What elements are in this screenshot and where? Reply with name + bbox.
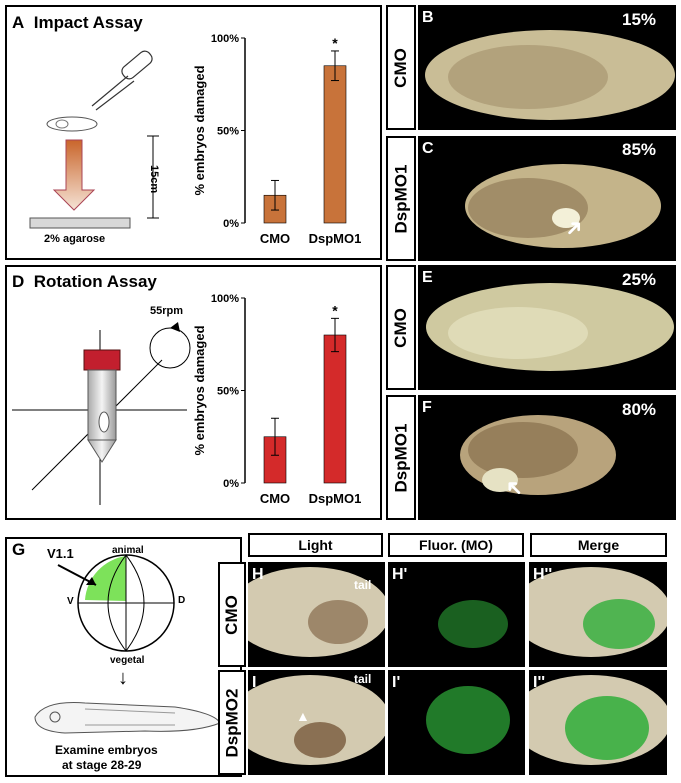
- v11-label: V1.1: [47, 546, 74, 561]
- x-tick-label: CMO: [260, 231, 290, 246]
- rotation-assay-diagram: [12, 322, 191, 505]
- panel-a-title: A Impact Assay: [12, 13, 143, 33]
- photo-i-fluor: [388, 670, 525, 775]
- v-label: V: [67, 596, 74, 607]
- tadpole-sketch: [34, 702, 221, 734]
- photo-f: [418, 395, 676, 520]
- bar: [323, 65, 347, 224]
- embryo-sketch: [46, 116, 98, 132]
- y-tick-label: 0%: [223, 478, 239, 490]
- x-tick-label: CMO: [260, 491, 290, 506]
- row-label-h: CMO: [218, 562, 246, 667]
- photo-c: [418, 136, 676, 261]
- row-label-e: CMO: [386, 265, 416, 390]
- drop-arrow: [52, 139, 96, 211]
- caption-line2: at stage 28-29: [62, 758, 142, 772]
- panel-d-box: [5, 265, 382, 520]
- y-tick-label: 50%: [217, 386, 239, 398]
- letter-i1: I': [392, 674, 401, 691]
- rotation-circle: [149, 327, 191, 369]
- x-tick-label: DspMO1: [309, 231, 362, 246]
- panel-d-title: D Rotation Assay: [12, 272, 157, 292]
- photo-i-light: [248, 670, 385, 775]
- letter-h2: H'': [533, 566, 553, 583]
- bar: [323, 334, 347, 484]
- arrowhead-icon: ▲: [296, 708, 310, 724]
- agarose-block: [29, 217, 131, 229]
- photo-h-light: [248, 562, 385, 667]
- panel-a-letter: A: [12, 13, 25, 32]
- y-tick-label: 100%: [211, 293, 239, 305]
- photo-b-letter: B: [422, 9, 434, 26]
- photo-h-merge: [529, 562, 667, 667]
- embryo-cleavage-diagram: [57, 554, 175, 652]
- header-fluor: Fluor. (MO): [388, 533, 524, 557]
- letter-h: H: [252, 566, 264, 583]
- y-axis-label: % embryos damaged: [192, 65, 207, 195]
- d-label: D: [178, 595, 186, 606]
- photo-c-pct: 85%: [622, 140, 657, 159]
- panel-a-title-text: Impact Assay: [33, 13, 143, 32]
- row-label-i: DspMO2: [218, 670, 246, 775]
- letter-i: I: [252, 674, 257, 691]
- down-arrow-icon: ↓: [118, 667, 128, 689]
- panel-d-title-text: Rotation Assay: [33, 272, 157, 291]
- header-merge: Merge: [530, 533, 667, 557]
- photo-e-letter: E: [422, 269, 433, 286]
- photo-e: [418, 265, 676, 390]
- photo-i-merge: [529, 670, 667, 775]
- tube-icon: [83, 349, 121, 463]
- agarose-label: 2% agarose: [44, 233, 106, 245]
- animal-label: animal: [112, 545, 144, 556]
- pipette-icon: [91, 50, 153, 111]
- height-label: 15cm: [148, 165, 160, 194]
- rpm-label: 55rpm: [150, 305, 184, 317]
- row-label-b: CMO: [386, 5, 416, 130]
- panel-d-letter: D: [12, 272, 25, 291]
- photo-b: [418, 5, 676, 130]
- caption-line1: Examine embryos: [55, 743, 158, 757]
- photo-f-pct: 80%: [622, 400, 657, 419]
- x-tick-label: DspMO1: [309, 491, 362, 506]
- y-tick-label: 100%: [211, 33, 239, 45]
- letter-h1: H': [392, 566, 408, 583]
- y-tick-label: 0%: [223, 218, 239, 230]
- tail-label-2: tail: [354, 672, 372, 686]
- significance-mark: *: [332, 302, 338, 318]
- photo-b-pct: 15%: [622, 10, 657, 29]
- y-tick-label: 50%: [217, 126, 239, 138]
- photo-c-letter: C: [422, 140, 434, 157]
- letter-i2: I'': [533, 674, 546, 691]
- row-label-c: DspMO1: [386, 136, 416, 261]
- photo-f-letter: F: [422, 399, 432, 416]
- photo-h-fluor: [388, 562, 525, 667]
- y-axis-label: % embryos damaged: [192, 325, 207, 455]
- photo-e-pct: 25%: [622, 270, 657, 289]
- panel-g-letter: G: [12, 540, 26, 559]
- impact-chart: % embryos damaged 0% 50% 100% CMO * DspMO1: [192, 33, 362, 246]
- significance-mark: *: [332, 35, 338, 51]
- impact-assay-diagram: [29, 50, 159, 229]
- rotation-chart: % embryos damaged 0% 50% 100% CMO * DspMO1: [192, 293, 362, 506]
- vegetal-label: vegetal: [110, 655, 145, 666]
- header-light: Light: [248, 533, 383, 557]
- tail-label: tail: [354, 578, 372, 592]
- row-label-f: DspMO1: [386, 395, 416, 520]
